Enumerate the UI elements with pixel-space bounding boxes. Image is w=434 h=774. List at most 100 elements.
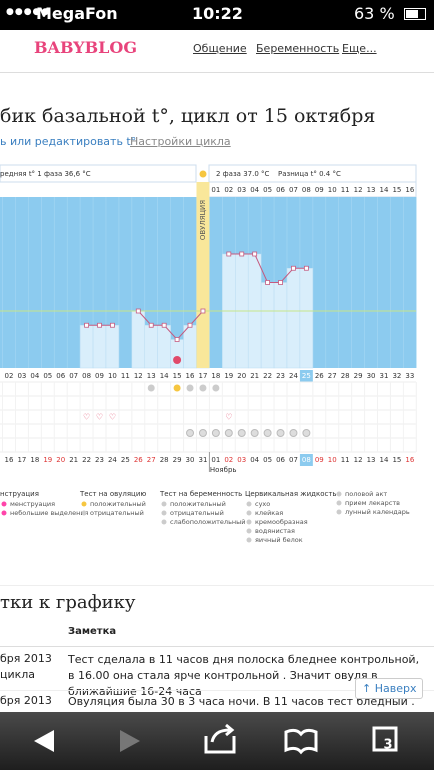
legend-icon	[246, 501, 252, 507]
note-date: бря 2013	[0, 694, 52, 707]
day-label: 05	[43, 372, 52, 380]
pill	[263, 429, 272, 437]
date-label: 16	[5, 456, 14, 464]
date-label: 13	[367, 456, 376, 464]
logo[interactable]: BABYBLOG	[34, 38, 137, 57]
legend-item: положительный	[90, 500, 146, 508]
phase2-day: 03	[237, 186, 246, 194]
sun-icon	[199, 170, 207, 178]
legend-icon	[336, 491, 342, 497]
legend-item: отрицательный	[90, 509, 144, 517]
temp-bar	[144, 325, 158, 369]
notes-column: Заметка	[68, 626, 117, 637]
temp-point	[200, 308, 206, 314]
nav-link[interactable]: Еще...	[342, 42, 377, 55]
date-label: 23	[95, 456, 104, 464]
pill	[276, 429, 285, 437]
legend-icon	[161, 510, 167, 516]
phase2-day: 16	[405, 186, 414, 194]
legend-title: Тест на овуляцию	[79, 490, 146, 498]
note-text: Овуляция была 30 в 3 часа ночи. В 11 час…	[68, 695, 415, 708]
legend-icon	[246, 519, 252, 525]
row-line	[0, 690, 434, 691]
note-date: цикла	[0, 668, 36, 681]
back[interactable]	[34, 730, 54, 752]
date-label: 11	[341, 456, 350, 464]
temp-point	[187, 322, 193, 328]
phase2-day: 09	[315, 186, 324, 194]
date-label: 10	[328, 456, 337, 464]
day-label: 33	[405, 372, 414, 380]
toolbar-icons: 3	[34, 723, 398, 755]
notes: тки к графику Заметка бря 2013 цикла Тест …	[0, 585, 434, 733]
day-label: 31	[380, 372, 389, 380]
date-label: 21	[69, 456, 78, 464]
temp-point	[291, 265, 296, 271]
temp-point	[239, 251, 245, 257]
toolbar: 3	[0, 712, 434, 770]
settings-link[interactable]: Настройки цикла	[130, 135, 231, 148]
share[interactable]	[204, 723, 236, 754]
day-label: 32	[392, 372, 401, 380]
top-button[interactable]: ↑ Наверх	[355, 678, 424, 699]
phase2-day: 01	[211, 186, 220, 194]
legend-item: слабоположительный	[170, 518, 246, 526]
legend-icon	[246, 510, 252, 516]
legend-item: отрицательный	[170, 509, 224, 517]
day-label: 14	[160, 372, 169, 380]
day-label: 09	[95, 372, 104, 380]
date-label: 20	[56, 456, 65, 464]
tabs[interactable]	[372, 726, 398, 752]
heart: ♡	[96, 413, 103, 422]
temp-bar	[92, 325, 107, 369]
bookmarks[interactable]	[284, 728, 318, 755]
date-label: 14	[380, 456, 389, 464]
tab-count: 3	[383, 738, 392, 753]
phase1-info: редняя t° 1 фаза 36,6 °C	[0, 170, 91, 178]
date-label: 05	[263, 456, 272, 464]
legend-icon	[161, 501, 167, 507]
edit-link[interactable]: ь или редактировать t°	[0, 135, 137, 148]
day-label: 28	[341, 372, 350, 380]
day-label: 22	[263, 372, 272, 380]
today-highlight	[299, 454, 313, 466]
day-label: 23	[276, 372, 285, 380]
chart: редняя t° 1 фаза 36,6 °C 2 фаза 37.0 °C Ра…	[0, 164, 417, 544]
date-label: 08	[302, 456, 311, 464]
temp-bar	[183, 325, 197, 369]
info-bar	[0, 164, 197, 183]
day-label: 03	[17, 372, 26, 380]
temp-point	[303, 265, 309, 271]
date-label: 12	[354, 456, 363, 464]
ovulation-negative	[199, 384, 207, 392]
legend-item: яичный белок	[255, 536, 303, 544]
legend-icon	[161, 519, 167, 525]
day-label: 17	[198, 372, 207, 380]
nav-link[interactable]: Общение	[193, 42, 247, 55]
battery: 63 %	[354, 4, 395, 23]
legend-icon	[1, 510, 7, 516]
date-label: 25	[121, 456, 130, 464]
day-label: 06	[56, 372, 65, 380]
temp-point	[148, 322, 154, 328]
date-label: 22	[82, 456, 91, 464]
nav-link[interactable]: Беременность	[256, 42, 340, 55]
heart: ♡	[225, 413, 232, 422]
date-label: 07	[289, 456, 298, 464]
ovulation-negative	[186, 384, 194, 392]
carrier: MegaFon	[36, 4, 118, 23]
date-label: 28	[160, 456, 169, 464]
date-label: 01	[211, 456, 220, 464]
date-label: 18	[30, 456, 39, 464]
date-label: 03	[237, 456, 246, 464]
moon-icon	[173, 356, 182, 364]
status-bar: ●●●●● MegaFon 10:22 63 %	[0, 0, 434, 30]
date-label: 29	[173, 456, 182, 464]
forward[interactable]	[120, 730, 140, 752]
date-label: 17	[17, 456, 26, 464]
temp-point	[278, 280, 283, 285]
pill	[250, 429, 259, 437]
date-label: 02	[224, 456, 233, 464]
phase2-day: 05	[263, 186, 272, 194]
legend-icon	[336, 500, 342, 506]
